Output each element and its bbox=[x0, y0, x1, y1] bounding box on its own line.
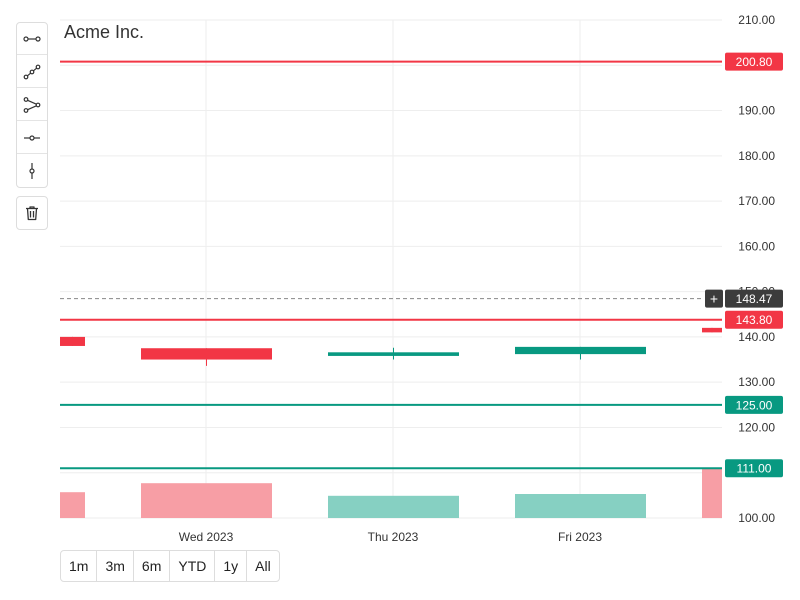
y-tick-label: 160.00 bbox=[738, 239, 775, 253]
candle-body bbox=[141, 348, 272, 360]
branch-line-tool-button[interactable] bbox=[17, 89, 47, 121]
volume-bar bbox=[702, 468, 722, 518]
range-button-3m[interactable]: 3m bbox=[97, 551, 134, 581]
y-tick-label: 130.00 bbox=[738, 375, 775, 389]
candle-body bbox=[702, 327, 722, 333]
polyline-tool-button[interactable] bbox=[17, 56, 47, 88]
horizontal-line-tool-button[interactable] bbox=[17, 122, 47, 154]
crosshair-label-bg bbox=[725, 289, 783, 308]
range-button-all[interactable]: All bbox=[255, 558, 271, 574]
candle-body bbox=[515, 346, 646, 355]
price-line-label: 143.80 bbox=[736, 313, 773, 327]
price-line-label-bg bbox=[725, 310, 783, 329]
horizontal-line-icon bbox=[24, 134, 40, 141]
y-tick-label: 170.00 bbox=[738, 194, 775, 208]
y-tick-label: 140.00 bbox=[738, 330, 775, 344]
segment-tool-button[interactable] bbox=[17, 23, 47, 55]
crosshair-price-label: 148.47 bbox=[736, 292, 773, 306]
vertical-line-tool-button[interactable] bbox=[17, 155, 47, 187]
range-button-ytd[interactable]: YTD bbox=[170, 551, 216, 581]
crosshair-plus-icon: + bbox=[710, 291, 718, 307]
price-line-label: 125.00 bbox=[736, 398, 773, 412]
vertical-line-icon bbox=[29, 163, 35, 179]
crosshair-plus-button bbox=[705, 289, 723, 308]
range-button-6m[interactable]: 6m bbox=[134, 551, 171, 581]
candle-body bbox=[60, 336, 85, 346]
range-button-1y[interactable]: 1y bbox=[215, 551, 248, 581]
volume-bar bbox=[60, 492, 85, 518]
trash-icon bbox=[26, 206, 38, 221]
y-tick-label: 190.00 bbox=[738, 104, 775, 118]
y-tick-label: 210.00 bbox=[738, 13, 775, 27]
volume-bar bbox=[328, 495, 459, 518]
y-tick-label: 120.00 bbox=[738, 420, 775, 434]
price-line-label-bg bbox=[725, 395, 783, 414]
branch-line-icon bbox=[23, 96, 41, 113]
price-line-label-bg bbox=[725, 52, 783, 71]
candle-body bbox=[328, 352, 459, 356]
price-line-label-bg bbox=[725, 459, 783, 478]
price-line-label: 111.00 bbox=[737, 462, 772, 476]
range-button-1m[interactable]: 1m bbox=[61, 551, 98, 581]
y-tick-label: 100.00 bbox=[738, 511, 775, 525]
x-tick-label: Wed 2023 bbox=[179, 530, 234, 544]
delete-drawings-button[interactable] bbox=[16, 196, 48, 230]
volume-bar bbox=[515, 494, 646, 518]
price-line-label: 200.80 bbox=[736, 55, 773, 69]
segment-icon bbox=[23, 35, 41, 42]
range-selector: 1m 3m 6m YTD 1y All bbox=[60, 550, 280, 582]
volume-bar bbox=[141, 483, 272, 518]
drawing-toolbar bbox=[16, 22, 48, 188]
x-tick-label: Thu 2023 bbox=[368, 530, 419, 544]
x-tick-label: Fri 2023 bbox=[558, 530, 602, 544]
y-tick-label: 180.00 bbox=[738, 149, 775, 163]
polyline-icon bbox=[23, 64, 41, 79]
chart-title: Acme Inc. bbox=[64, 22, 145, 42]
